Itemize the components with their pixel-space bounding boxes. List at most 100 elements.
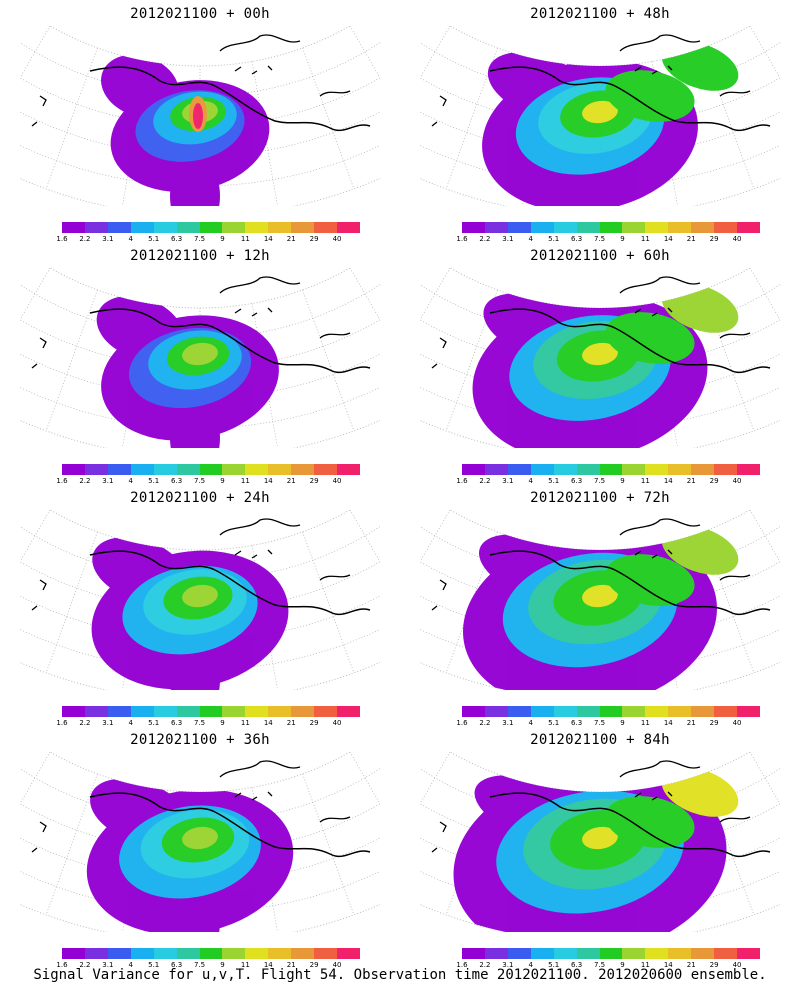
colorbar-tick-label: 4 — [128, 961, 133, 969]
colorbar-tick-label: 2.2 — [479, 235, 491, 243]
colorbar-swatch — [622, 464, 646, 475]
colorbar-tick-label: 9 — [220, 961, 225, 969]
colorbar-tick-label: 4 — [128, 477, 133, 485]
colorbar-tick-label: 11 — [240, 961, 250, 969]
panel-title: 2012021100 + 00h — [130, 6, 270, 22]
colorbar-tick-label: 29 — [709, 719, 719, 727]
colorbar-labels: 1.6 2.2 3.1 4 5.1 6.3 7.5 9 11 14 21 29 40 — [455, 961, 775, 971]
colorbar-swatch — [291, 464, 315, 475]
colorbar-swatch — [576, 948, 600, 959]
colorbar-swatch — [222, 464, 246, 475]
colorbar-tick-label: 4 — [528, 719, 533, 727]
colorbar — [462, 706, 760, 717]
colorbar-tick-label: 21 — [686, 235, 696, 243]
colorbar-tick-label: 1.6 — [456, 961, 468, 969]
colorbar-swatch — [199, 222, 223, 233]
map-panel: 2012021100 + 00h 1.6 2.2 3.1 4 5.1 6.3 7.5 9 11 14… — [0, 0, 400, 245]
colorbar-tick-label: 14 — [263, 477, 273, 485]
colorbar-swatch — [553, 222, 577, 233]
colorbar-tick-label: 14 — [663, 719, 673, 727]
colorbar-swatch — [314, 948, 338, 959]
colorbar-swatch — [268, 222, 292, 233]
colorbar-swatch — [176, 706, 200, 717]
colorbar-swatch — [107, 706, 131, 717]
colorbar-tick-label: 7.5 — [193, 961, 206, 969]
colorbar-swatch — [107, 948, 131, 959]
colorbar-tick-label: 4 — [128, 235, 133, 243]
colorbar-tick-label: 2.2 — [79, 961, 91, 969]
colorbar-tick-label: 1.6 — [56, 961, 68, 969]
map-panel: 2012021100 + 12h 1.6 2.2 3.1 4 5.1 6.3 7.5 9 11 14… — [0, 242, 400, 485]
colorbar-swatch — [130, 948, 154, 959]
colorbar-swatch — [737, 222, 760, 233]
colorbar-swatch — [84, 948, 108, 959]
colorbar-swatch — [507, 222, 531, 233]
colorbar-swatch — [314, 222, 338, 233]
colorbar — [462, 222, 760, 233]
colorbar-tick-label: 29 — [709, 235, 719, 243]
colorbar-swatch — [691, 464, 715, 475]
colorbar-tick-label: 2.2 — [479, 961, 491, 969]
map-panel: 2012021100 + 36h 1.6 2.2 3.1 4 5.1 6.3 7.5 9 11 14… — [0, 726, 400, 969]
colorbar-tick-label: 5.1 — [148, 719, 160, 727]
colorbar-labels: 1.6 2.2 3.1 4 5.1 6.3 7.5 9 11 14 21 29 40 — [455, 719, 775, 729]
colorbar-tick-label: 5.1 — [548, 719, 560, 727]
colorbar-swatch — [668, 464, 692, 475]
colorbar-swatch — [462, 706, 485, 717]
colorbar-swatch — [62, 948, 85, 959]
colorbar-tick-label: 9 — [620, 477, 625, 485]
colorbar-tick-label: 21 — [686, 719, 696, 727]
colorbar-swatch — [84, 706, 108, 717]
colorbar-tick-label: 2.2 — [479, 719, 491, 727]
colorbar-swatch — [576, 222, 600, 233]
colorbar-tick-label: 11 — [640, 961, 650, 969]
colorbar-swatch — [222, 222, 246, 233]
colorbar-swatch — [530, 706, 554, 717]
colorbar-swatch — [314, 706, 338, 717]
colorbar-swatch — [645, 706, 669, 717]
colorbar-swatch — [691, 222, 715, 233]
colorbar-labels: 1.6 2.2 3.1 4 5.1 6.3 7.5 9 11 14 21 29 40 — [55, 235, 375, 245]
colorbar-swatch — [199, 706, 223, 717]
colorbar-swatch — [245, 706, 269, 717]
colorbar-tick-label: 3.1 — [502, 477, 514, 485]
colorbar — [62, 222, 360, 233]
colorbar-labels: 1.6 2.2 3.1 4 5.1 6.3 7.5 9 11 14 21 29 40 — [55, 719, 375, 729]
colorbar-swatch — [314, 464, 338, 475]
colorbar-tick-label: 1.6 — [56, 477, 68, 485]
colorbar-tick-label: 14 — [663, 477, 673, 485]
variance-map — [20, 510, 380, 690]
colorbar-swatch — [291, 948, 315, 959]
colorbar-tick-label: 6.3 — [171, 961, 183, 969]
colorbar-swatch — [622, 222, 646, 233]
colorbar-tick-label: 7.5 — [593, 719, 606, 727]
colorbar-tick-label: 6.3 — [571, 961, 583, 969]
colorbar-tick-label: 2.2 — [79, 719, 91, 727]
panel-title: 2012021100 + 60h — [530, 248, 670, 264]
colorbar-tick-label: 6.3 — [571, 719, 583, 727]
colorbar-tick-label: 6.3 — [571, 477, 583, 485]
colorbar-tick-label: 4 — [528, 961, 533, 969]
colorbar-tick-label: 5.1 — [548, 961, 560, 969]
colorbar — [62, 706, 360, 717]
colorbar-swatch — [222, 948, 246, 959]
colorbar-swatch — [484, 706, 508, 717]
colorbar-swatch — [222, 706, 246, 717]
colorbar-swatch — [530, 222, 554, 233]
colorbar-tick-label: 40 — [732, 477, 742, 485]
colorbar-tick-label: 9 — [620, 235, 625, 243]
colorbar-swatch — [714, 464, 738, 475]
colorbar-tick-label: 1.6 — [456, 235, 468, 243]
colorbar-tick-label: 1.6 — [456, 719, 468, 727]
colorbar-tick-label: 2.2 — [479, 477, 491, 485]
colorbar-tick-label: 21 — [286, 719, 296, 727]
colorbar-swatch — [645, 948, 669, 959]
colorbar-tick-label: 40 — [332, 719, 342, 727]
colorbar-swatch — [130, 706, 154, 717]
colorbar-swatch — [622, 948, 646, 959]
colorbar-swatch — [199, 948, 223, 959]
map-panel: 2012021100 + 84h 1.6 2.2 3.1 4 5.1 6.3 7.5 9 11 14… — [400, 726, 800, 971]
colorbar-swatch — [484, 222, 508, 233]
colorbar-tick-label: 21 — [286, 477, 296, 485]
colorbar-tick-label: 14 — [663, 235, 673, 243]
